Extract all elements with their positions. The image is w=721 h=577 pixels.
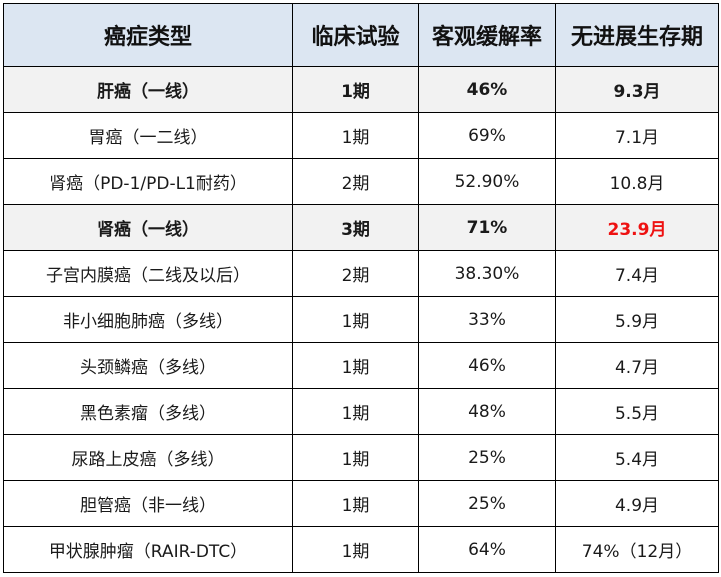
cell-cancer-type: 胆管癌（非一线）	[3, 480, 293, 527]
cell-cancer-type: 胃癌（一二线）	[3, 112, 293, 159]
cell-orr: 46%	[418, 342, 556, 389]
cell-trial-phase: 1期	[292, 388, 419, 435]
table-row: 尿路上皮癌（多线） 1期 25% 5.4月	[3, 434, 719, 481]
cell-trial-phase: 1期	[292, 480, 419, 527]
cell-trial-phase: 1期	[292, 434, 419, 481]
cell-pfs: 5.4月	[555, 434, 719, 481]
cell-orr: 69%	[418, 112, 556, 159]
cell-pfs: 10.8月	[555, 158, 719, 205]
cell-orr: 25%	[418, 480, 556, 527]
cell-cancer-type: 肾癌（一线）	[3, 204, 293, 251]
table-row: 胃癌（一二线） 1期 69% 7.1月	[3, 112, 719, 159]
cell-pfs-highlighted: 23.9月	[555, 204, 719, 251]
cell-pfs: 5.9月	[555, 296, 719, 343]
cell-cancer-type: 非小细胞肺癌（多线）	[3, 296, 293, 343]
table-row: 甲状腺肿瘤（RAIR-DTC） 1期 64% 74%（12月）	[3, 526, 719, 573]
cell-trial-phase: 1期	[292, 112, 419, 159]
cell-trial-phase: 1期	[292, 66, 419, 113]
cell-cancer-type: 头颈鳞癌（多线）	[3, 342, 293, 389]
cell-orr: 38.30%	[418, 250, 556, 297]
cell-trial-phase: 1期	[292, 296, 419, 343]
cell-orr: 52.90%	[418, 158, 556, 205]
header-clinical-trial: 临床试验	[292, 3, 419, 67]
table-row: 非小细胞肺癌（多线） 1期 33% 5.9月	[3, 296, 719, 343]
table-header-row: 癌症类型 临床试验 客观缓解率 无进展生存期	[3, 3, 719, 67]
cell-cancer-type: 黑色素瘤（多线）	[3, 388, 293, 435]
cell-orr: 48%	[418, 388, 556, 435]
cell-pfs: 5.5月	[555, 388, 719, 435]
cell-pfs: 7.4月	[555, 250, 719, 297]
table-row: 黑色素瘤（多线） 1期 48% 5.5月	[3, 388, 719, 435]
cell-trial-phase: 1期	[292, 342, 419, 389]
table-row: 子宫内膜癌（二线及以后） 2期 38.30% 7.4月	[3, 250, 719, 297]
clinical-trial-table-container: 癌症类型 临床试验 客观缓解率 无进展生存期 肝癌（一线） 1期 46% 9.3…	[3, 3, 719, 573]
table-row: 肾癌（一线） 3期 71% 23.9月	[3, 204, 719, 251]
table-row: 肝癌（一线） 1期 46% 9.3月	[3, 66, 719, 113]
clinical-trial-table: 癌症类型 临床试验 客观缓解率 无进展生存期 肝癌（一线） 1期 46% 9.3…	[3, 3, 719, 573]
cell-pfs: 9.3月	[555, 66, 719, 113]
cell-orr: 64%	[418, 526, 556, 573]
cell-orr: 25%	[418, 434, 556, 481]
cell-trial-phase: 1期	[292, 526, 419, 573]
cell-pfs: 4.9月	[555, 480, 719, 527]
cell-cancer-type: 肾癌（PD-1/PD-L1耐药）	[3, 158, 293, 205]
cell-trial-phase: 3期	[292, 204, 419, 251]
cell-pfs: 74%（12月）	[555, 526, 719, 573]
cell-orr: 46%	[418, 66, 556, 113]
cell-cancer-type: 尿路上皮癌（多线）	[3, 434, 293, 481]
cell-orr: 33%	[418, 296, 556, 343]
cell-trial-phase: 2期	[292, 158, 419, 205]
header-progression-free-survival: 无进展生存期	[555, 3, 719, 67]
cell-orr: 71%	[418, 204, 556, 251]
cell-cancer-type: 肝癌（一线）	[3, 66, 293, 113]
cell-cancer-type: 子宫内膜癌（二线及以后）	[3, 250, 293, 297]
cell-cancer-type: 甲状腺肿瘤（RAIR-DTC）	[3, 526, 293, 573]
table-row: 头颈鳞癌（多线） 1期 46% 4.7月	[3, 342, 719, 389]
header-objective-response-rate: 客观缓解率	[418, 3, 556, 67]
cell-pfs: 4.7月	[555, 342, 719, 389]
cell-trial-phase: 2期	[292, 250, 419, 297]
table-row: 胆管癌（非一线） 1期 25% 4.9月	[3, 480, 719, 527]
header-cancer-type: 癌症类型	[3, 3, 293, 67]
table-row: 肾癌（PD-1/PD-L1耐药） 2期 52.90% 10.8月	[3, 158, 719, 205]
cell-pfs: 7.1月	[555, 112, 719, 159]
